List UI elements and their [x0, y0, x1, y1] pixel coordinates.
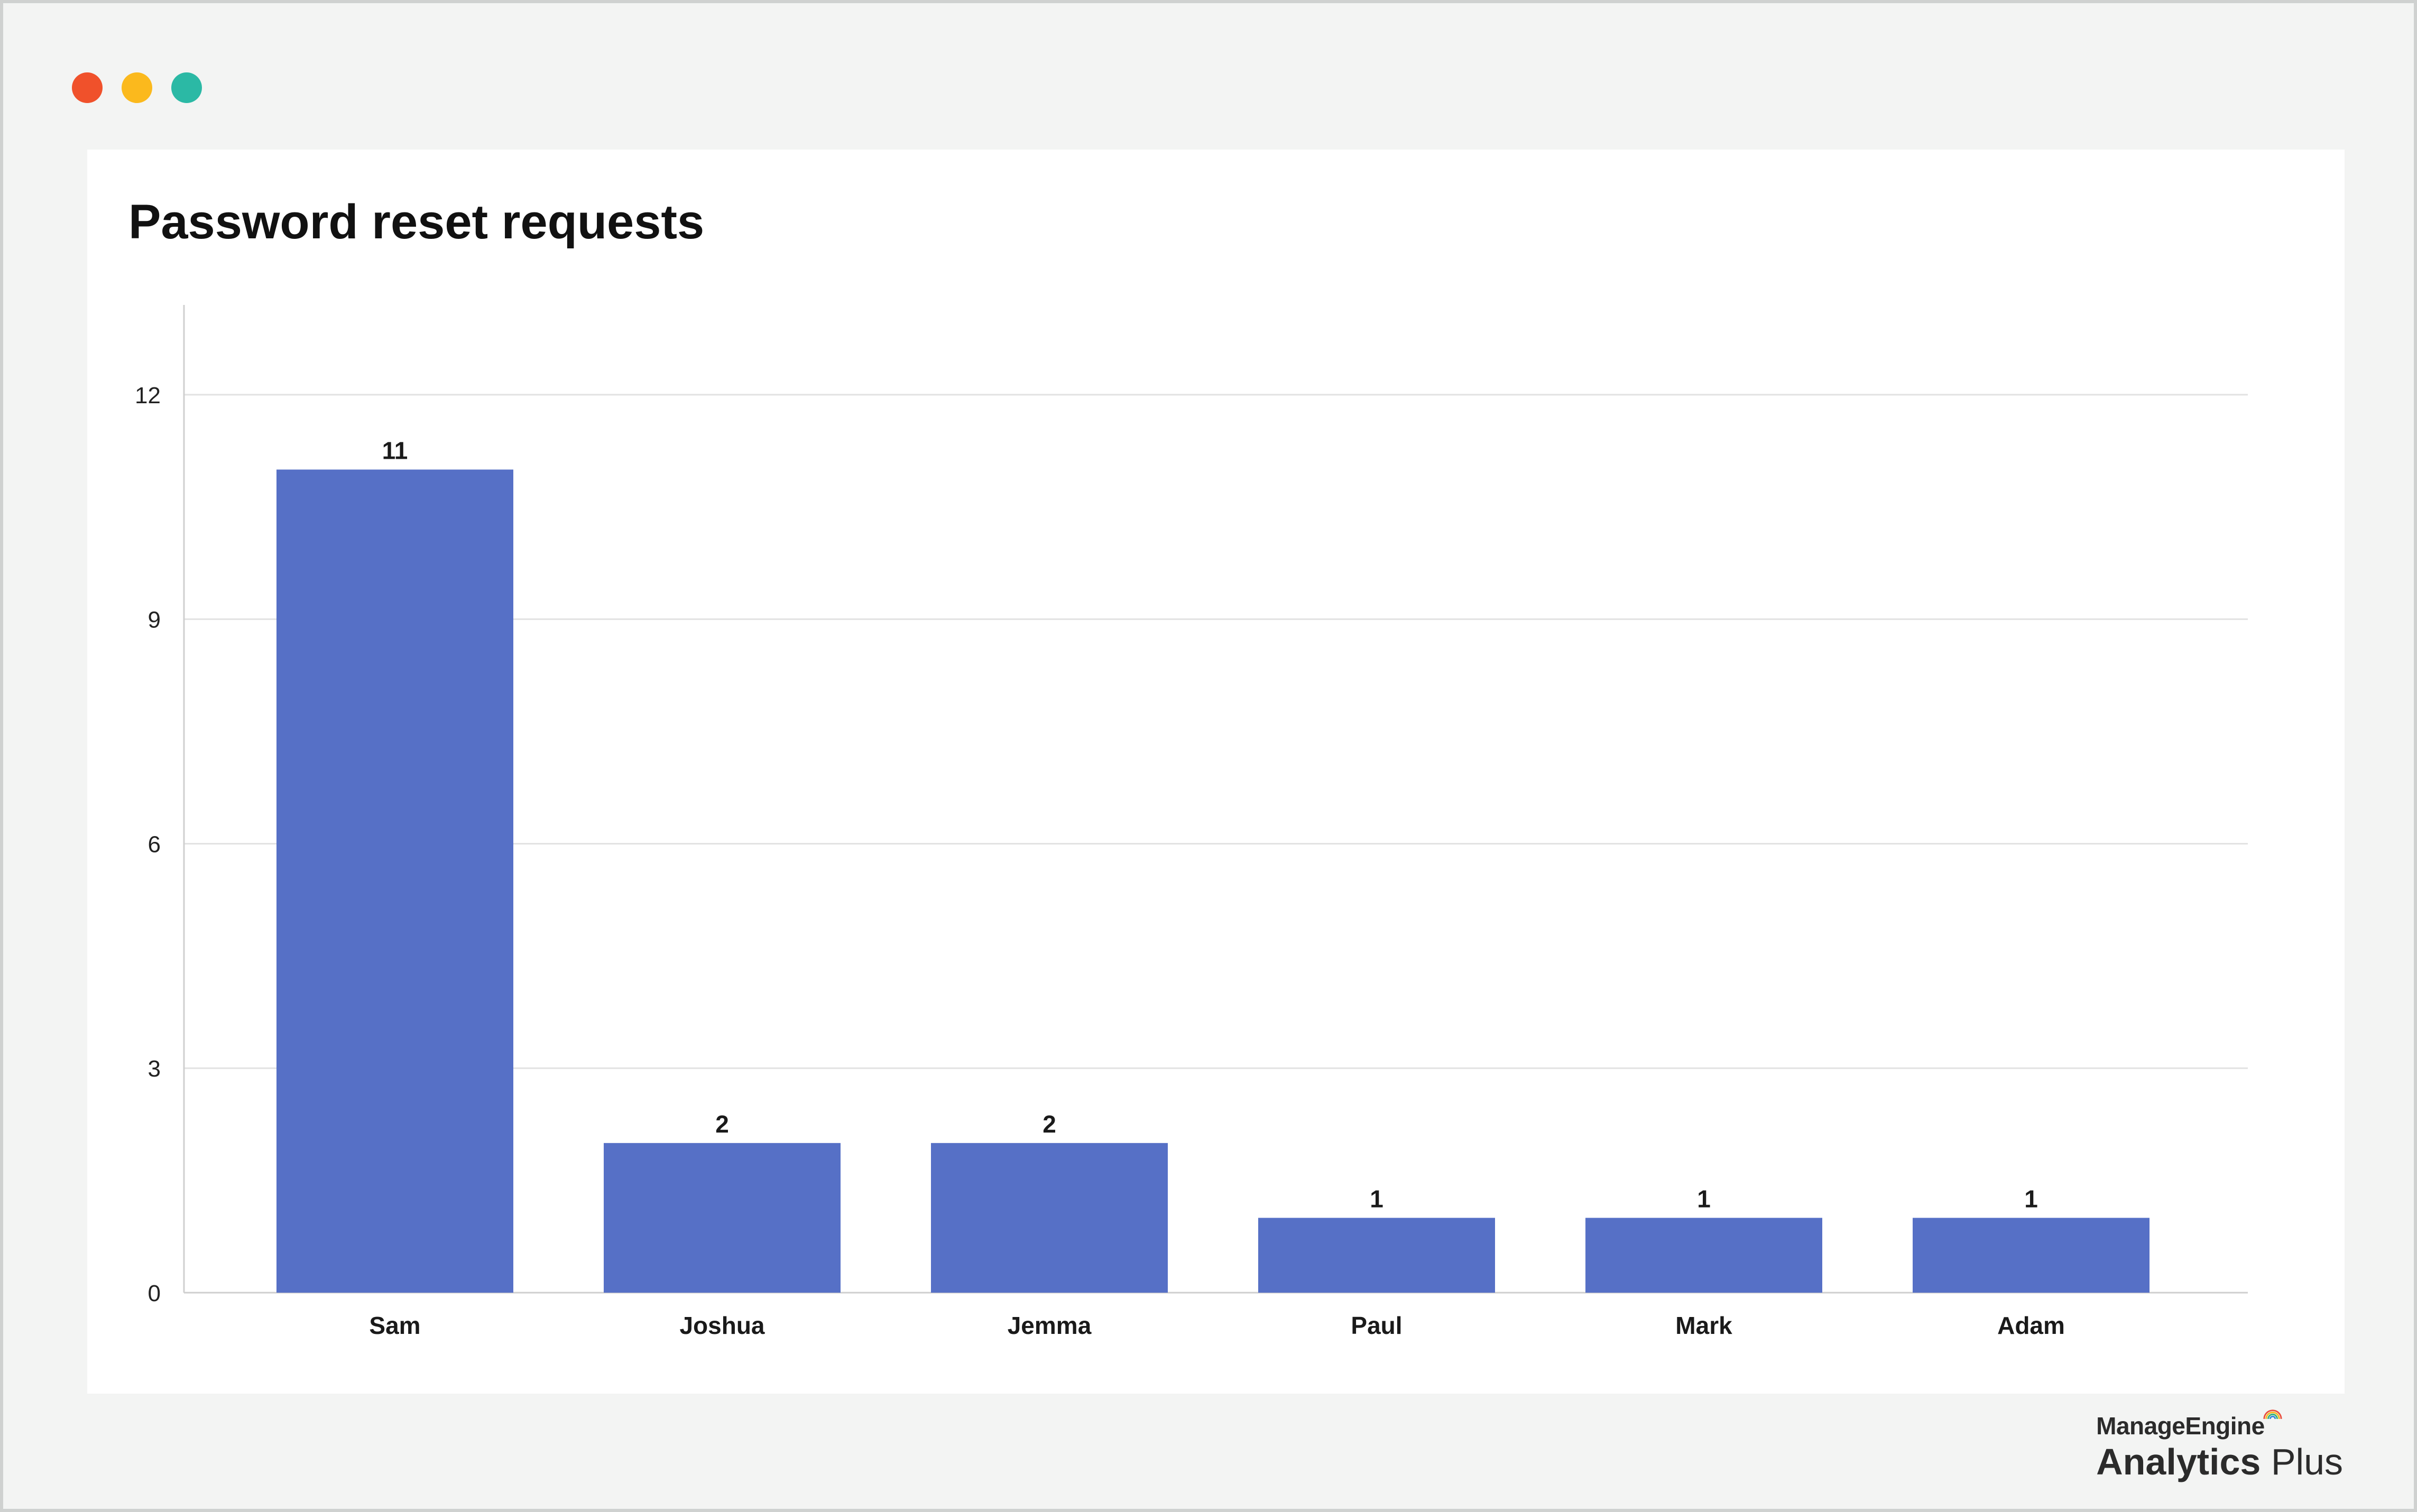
x-tick-label: Adam: [1997, 1312, 2065, 1339]
bar-mark[interactable]: [1585, 1218, 1822, 1293]
x-tick-label: Mark: [1675, 1312, 1732, 1339]
y-tick-label: 12: [135, 383, 161, 409]
brand-arc-stroke: [2267, 1413, 2278, 1420]
x-tick-label: Sam: [369, 1312, 420, 1339]
data-label: 1: [1370, 1185, 1383, 1212]
brand-arc-stroke: [2265, 1412, 2280, 1420]
y-tick-label: 9: [148, 607, 161, 633]
brand-logo-bottom: Analytics Plus: [2096, 1441, 2343, 1482]
y-tick-label: 0: [148, 1281, 161, 1306]
y-tick-label: 6: [148, 831, 161, 857]
bar-paul[interactable]: [1258, 1218, 1495, 1293]
brand-arc-stroke: [2263, 1409, 2282, 1419]
x-tick-label: Jemma: [1008, 1312, 1092, 1339]
bar-jemma[interactable]: [931, 1143, 1168, 1293]
bar-sam[interactable]: [276, 469, 513, 1293]
labels: 0 3 6 9 12 11 Sam 2 Joshua 2 Jemma 1 Paul 1 Mark 1 Adam: [135, 383, 2065, 1339]
brand-logo-top: ManageEngine: [2096, 1409, 2282, 1441]
data-label: 2: [715, 1110, 729, 1138]
gridlines: [184, 394, 2248, 1069]
x-tick-label: Paul: [1351, 1312, 1402, 1339]
bar-adam[interactable]: [1913, 1218, 2150, 1293]
axes: [183, 305, 2248, 1294]
brand-arc-stroke: [2269, 1415, 2276, 1420]
brand-arc-icon: [2263, 1409, 2282, 1420]
data-label: 1: [2024, 1185, 2038, 1212]
bars: [276, 469, 2150, 1293]
data-label: 11: [382, 437, 408, 465]
minimize-window-icon[interactable]: [122, 72, 152, 103]
brand-logo: ManageEngine Analytics Plus: [2096, 1409, 2343, 1483]
data-label: 1: [1697, 1185, 1711, 1212]
x-tick-label: Joshua: [679, 1312, 764, 1339]
close-window-icon[interactable]: [72, 72, 103, 103]
y-tick-label: 3: [148, 1056, 161, 1082]
chart-title: Password reset requests: [128, 195, 705, 249]
bar-joshua[interactable]: [604, 1143, 841, 1293]
data-label: 2: [1043, 1110, 1056, 1138]
maximize-window-icon[interactable]: [171, 72, 202, 103]
